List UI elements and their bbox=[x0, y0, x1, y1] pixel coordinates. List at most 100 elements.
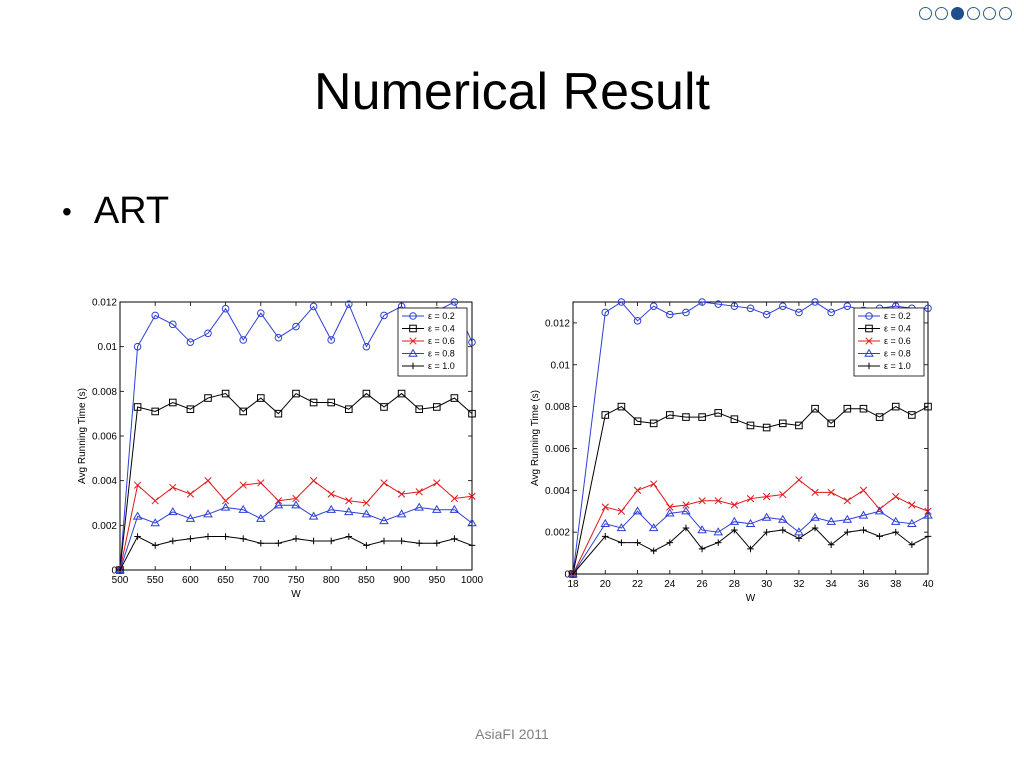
data-point bbox=[714, 409, 723, 417]
slide-nav-dot[interactable] bbox=[935, 7, 948, 20]
data-point bbox=[380, 537, 388, 545]
data-point bbox=[291, 500, 301, 509]
x-tick-label: 750 bbox=[288, 575, 305, 586]
data-point bbox=[859, 486, 868, 494]
x-tick-label: 800 bbox=[323, 575, 340, 586]
data-point bbox=[468, 492, 476, 500]
series-5 bbox=[569, 524, 932, 578]
data-point bbox=[795, 535, 803, 542]
legend: ε = 0.2 ε = 0.4 ε = 0.6 ε = 0.8 ε = 1.0 bbox=[853, 307, 925, 377]
legend-marker bbox=[409, 337, 417, 345]
data-point bbox=[362, 499, 371, 507]
x-axis-label: W bbox=[746, 593, 756, 604]
data-point bbox=[778, 419, 787, 428]
series-line bbox=[119, 392, 473, 571]
legend-label: ε = 0.8 bbox=[884, 349, 911, 359]
data-point bbox=[132, 511, 143, 520]
data-point bbox=[617, 507, 626, 515]
data-point bbox=[239, 407, 247, 416]
data-point bbox=[362, 389, 371, 398]
data-point bbox=[468, 338, 476, 347]
legend-label: ε = 0.2 bbox=[428, 311, 455, 321]
data-point bbox=[746, 495, 755, 503]
data-point bbox=[858, 510, 869, 519]
data-point bbox=[274, 409, 283, 418]
data-point bbox=[204, 394, 212, 402]
x-tick-label: 34 bbox=[826, 579, 838, 590]
data-point bbox=[601, 411, 610, 419]
data-point bbox=[844, 528, 851, 536]
data-point bbox=[618, 539, 625, 546]
data-point bbox=[827, 308, 835, 317]
x-tick-label: 20 bbox=[600, 579, 612, 590]
data-point bbox=[467, 518, 477, 527]
data-point bbox=[924, 304, 932, 313]
data-point bbox=[827, 419, 835, 428]
data-point bbox=[682, 501, 690, 509]
data-point bbox=[730, 302, 739, 310]
x-tick-label: 30 bbox=[761, 579, 773, 590]
data-point bbox=[433, 403, 441, 411]
data-point bbox=[762, 423, 771, 432]
data-point bbox=[433, 479, 441, 487]
data-point bbox=[779, 490, 787, 499]
y-tick-label: 0 bbox=[111, 566, 117, 577]
slide-nav-dot[interactable] bbox=[983, 7, 996, 20]
legend-marker bbox=[408, 348, 418, 357]
data-point bbox=[601, 503, 609, 511]
data-point bbox=[811, 488, 819, 497]
data-point bbox=[633, 317, 642, 325]
data-point bbox=[714, 300, 723, 308]
data-point bbox=[398, 537, 405, 545]
x-axis-label: W bbox=[291, 589, 301, 600]
data-point bbox=[875, 413, 884, 421]
data-point bbox=[713, 527, 724, 536]
data-point bbox=[795, 308, 803, 317]
x-tick-label: 550 bbox=[147, 575, 164, 586]
data-point bbox=[345, 497, 353, 505]
data-point bbox=[778, 302, 787, 310]
y-tick-label: 0.008 bbox=[545, 402, 570, 413]
data-point bbox=[649, 419, 658, 428]
data-point bbox=[826, 516, 836, 525]
y-axis-label: Avg Running Time (s) bbox=[530, 390, 541, 486]
data-point bbox=[309, 398, 318, 407]
x-tick-label: 24 bbox=[664, 579, 676, 590]
data-point bbox=[414, 502, 424, 511]
slide-nav-dot[interactable] bbox=[919, 7, 932, 20]
slide-nav-dot-current[interactable] bbox=[951, 7, 964, 20]
data-point bbox=[326, 504, 336, 513]
data-point bbox=[134, 533, 141, 540]
data-point bbox=[204, 477, 212, 485]
data-point bbox=[133, 342, 142, 351]
legend-label: ε = 0.4 bbox=[428, 324, 455, 334]
data-point bbox=[151, 497, 159, 505]
data-point bbox=[151, 542, 159, 549]
data-point bbox=[876, 533, 883, 540]
data-point bbox=[698, 545, 706, 553]
data-point bbox=[151, 407, 160, 416]
data-point bbox=[923, 510, 933, 519]
slide-nav-dot[interactable] bbox=[967, 7, 980, 20]
x-tick-label: 22 bbox=[632, 579, 644, 590]
data-point bbox=[433, 539, 441, 547]
x-tick-label: 32 bbox=[793, 579, 805, 590]
bullet-text: ART bbox=[93, 190, 170, 232]
series-5 bbox=[116, 533, 476, 574]
data-point bbox=[257, 309, 265, 317]
x-tick-label: 700 bbox=[252, 575, 269, 586]
data-point bbox=[133, 403, 142, 411]
data-point bbox=[275, 539, 282, 547]
data-point bbox=[292, 389, 300, 398]
data-point bbox=[616, 523, 627, 532]
y-axis-label: Avg Running Time (s) bbox=[77, 388, 88, 484]
data-point bbox=[345, 405, 353, 414]
data-point bbox=[151, 311, 159, 320]
data-point bbox=[468, 542, 476, 549]
slide-nav-dot[interactable] bbox=[999, 7, 1012, 20]
data-point bbox=[891, 402, 900, 411]
data-point bbox=[327, 398, 335, 407]
x-tick-label: 650 bbox=[217, 575, 234, 586]
x-tick-label: 500 bbox=[112, 575, 129, 586]
data-point bbox=[681, 506, 691, 515]
